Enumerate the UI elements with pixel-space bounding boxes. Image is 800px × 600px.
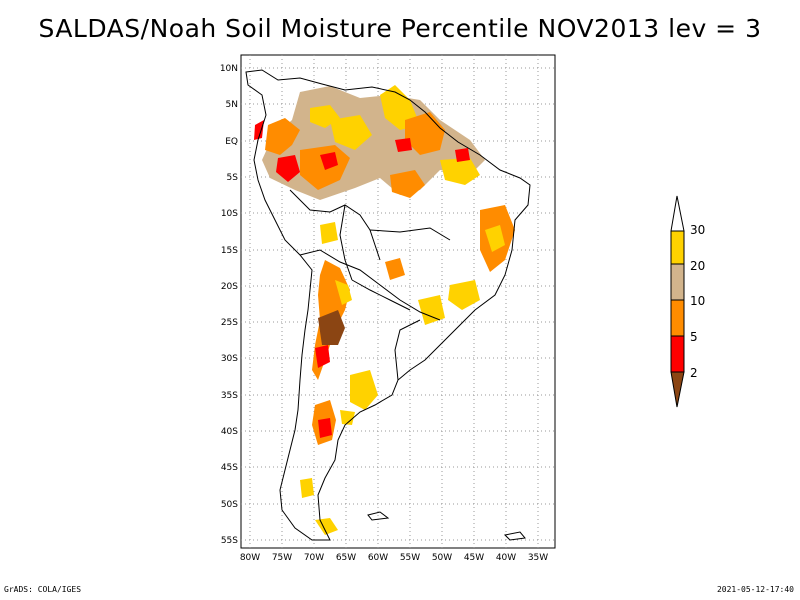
lon-label: 45W [464,553,484,563]
legend-label: 5 [690,330,698,344]
legend-swatch [670,263,685,301]
lon-label: 55W [400,553,420,563]
footer-credit: GrADS: COLA/IGES [4,585,82,594]
lat-label: 5N [226,100,238,110]
lon-label: 60W [368,553,388,563]
legend-label: 10 [690,294,705,308]
lat-label: 45S [221,463,238,473]
percentile-shading [254,85,515,535]
coastlines [245,69,531,541]
lon-label: 35W [528,553,548,563]
lat-label: 40S [221,427,238,437]
lon-label: 40W [496,553,516,563]
legend-label: 2 [690,366,698,380]
color-legend: 30 20 10 5 2 [670,195,705,408]
lat-label: 20S [221,282,238,292]
lat-label: 5S [227,173,239,183]
legend-bottom-triangle [670,371,685,408]
legend-swatch [670,335,685,373]
legend-label: 30 [690,223,705,237]
legend-swatch [670,230,685,265]
map-frame [240,54,556,549]
footer-timestamp: 2021-05-12-17:40 [716,585,794,594]
lat-label: 35S [221,391,238,401]
legend-swatch [670,299,685,337]
map-title: SALDAS/Noah Soil Moisture Percentile NOV… [38,14,762,43]
legend-top-triangle [670,195,685,232]
lon-label: 50W [432,553,452,563]
lat-label: 10S [221,209,238,219]
lon-label: 75W [272,553,292,563]
lat-label: 55S [221,536,238,546]
lat-axis-labels: 10N 5N EQ 5S 10S 15S 20S 25S 30S 35S 40S… [220,64,238,546]
legend-label: 20 [690,259,705,273]
lat-label: 15S [221,246,238,256]
lat-label: 10N [220,64,238,74]
lon-label: 70W [304,553,324,563]
lat-label: 30S [221,354,238,364]
lon-label: 80W [240,553,260,563]
lat-label: 50S [221,500,238,510]
lat-label: 25S [221,318,238,328]
lon-axis-labels: 80W 75W 70W 65W 60W 55W 50W 45W 40W 35W [240,553,548,563]
lat-label: EQ [225,137,238,147]
lon-label: 65W [336,553,356,563]
